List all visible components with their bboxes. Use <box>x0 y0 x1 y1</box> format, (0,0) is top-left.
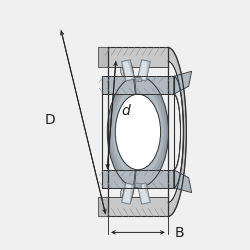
Polygon shape <box>122 183 134 204</box>
Text: D: D <box>45 113 56 127</box>
Polygon shape <box>122 60 134 81</box>
Polygon shape <box>138 60 150 81</box>
Polygon shape <box>135 183 141 187</box>
Polygon shape <box>174 71 192 94</box>
Polygon shape <box>139 61 147 80</box>
Polygon shape <box>123 184 131 203</box>
Polygon shape <box>102 76 174 94</box>
Polygon shape <box>138 183 150 204</box>
Text: d: d <box>122 104 130 118</box>
Polygon shape <box>108 196 168 216</box>
Polygon shape <box>139 184 149 203</box>
Polygon shape <box>108 48 168 67</box>
Polygon shape <box>121 65 128 199</box>
Polygon shape <box>174 170 192 192</box>
Ellipse shape <box>115 94 160 170</box>
Polygon shape <box>102 170 174 188</box>
Polygon shape <box>123 61 133 80</box>
Ellipse shape <box>107 76 168 188</box>
Ellipse shape <box>110 81 166 183</box>
Ellipse shape <box>113 86 163 178</box>
Polygon shape <box>135 77 141 81</box>
Polygon shape <box>168 48 186 216</box>
Polygon shape <box>98 48 108 67</box>
Polygon shape <box>98 196 108 216</box>
Text: B: B <box>175 226 184 240</box>
